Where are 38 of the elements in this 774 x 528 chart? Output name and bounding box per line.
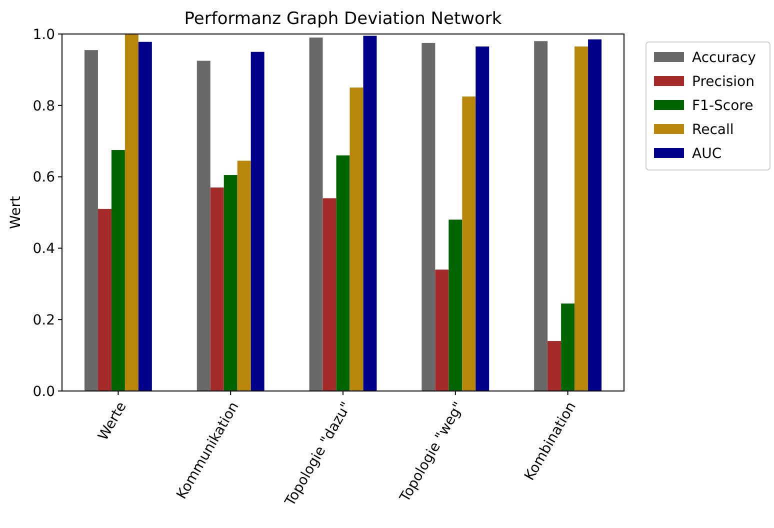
legend-label: AUC: [692, 146, 722, 162]
bar: [363, 36, 377, 391]
bar: [548, 341, 562, 391]
y-tick-label: 0.0: [32, 384, 55, 400]
legend-label: Precision: [692, 74, 754, 90]
y-tick-label: 1.0: [32, 26, 55, 43]
bar: [98, 208, 112, 391]
bar: [196, 60, 210, 391]
y-tick-label: 0.8: [32, 98, 55, 114]
bar: [336, 155, 350, 391]
y-tick-label: 0.6: [32, 170, 56, 186]
bar: [84, 50, 98, 391]
bar: [588, 39, 602, 391]
chart-title: Performanz Graph Deviation Network: [184, 9, 502, 29]
bar: [210, 188, 224, 391]
bar: [224, 175, 238, 391]
bar: [448, 220, 462, 391]
bar: [462, 96, 476, 391]
bar: [435, 270, 449, 391]
bar: [561, 304, 575, 391]
bar: [534, 41, 548, 391]
legend-label: Recall: [692, 122, 734, 138]
y-tick-label: 0.2: [32, 312, 55, 328]
y-axis-title: Wert: [8, 196, 24, 229]
bar: [237, 160, 251, 391]
bar: [350, 88, 364, 391]
bar: [250, 52, 264, 391]
legend-label: F1-Score: [692, 98, 754, 114]
bar: [476, 46, 490, 391]
bar: [574, 46, 588, 391]
bar: [138, 42, 152, 391]
y-tick-label: 0.4: [32, 241, 56, 258]
bar: [322, 198, 336, 391]
legend-label: Accuracy: [692, 50, 756, 66]
bar: [422, 42, 436, 391]
bar: [111, 150, 125, 391]
bar: [124, 34, 138, 391]
bar: [309, 38, 323, 391]
